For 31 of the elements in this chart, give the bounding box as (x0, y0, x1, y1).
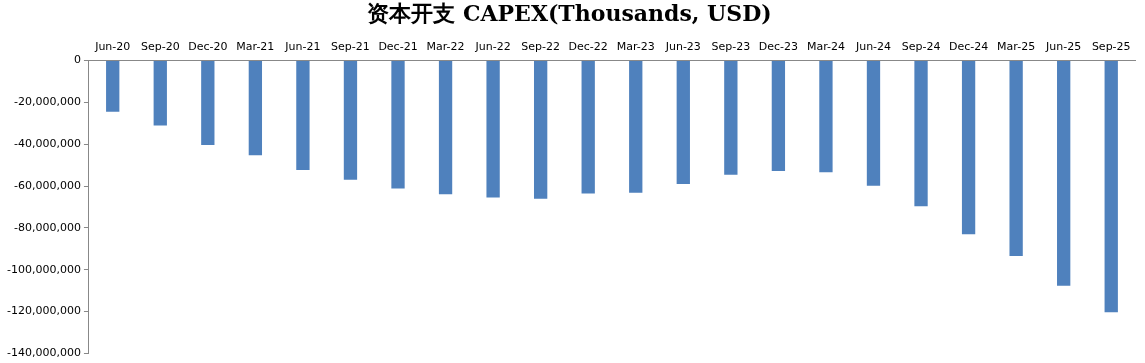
x-tick-label: Sep-25 (1091, 39, 1131, 53)
x-tick-label: Dec-22 (568, 39, 608, 53)
chart-title: 资本开支 CAPEX(Thousands, USD) (367, 0, 772, 26)
x-tick-label: Mar-25 (997, 39, 1036, 53)
x-tick-label: Sep-24 (901, 39, 941, 53)
y-tick-label: -120,000,000 (7, 304, 81, 318)
x-tick-label: Sep-21 (331, 39, 370, 53)
y-tick-label: 0 (73, 53, 81, 67)
x-tick-label: Sep-23 (711, 39, 751, 53)
x-tick-label: Jun-24 (854, 39, 892, 53)
x-tick-label: Jun-25 (1045, 39, 1082, 53)
y-tick-label: -40,000,000 (14, 137, 81, 151)
y-tick-label: -20,000,000 (14, 95, 81, 109)
x-tick-label: Dec-24 (948, 39, 989, 53)
y-tick-label: -140,000,000 (7, 346, 81, 360)
x-tick-label: Mar-21 (236, 39, 275, 53)
y-tick-label: -80,000,000 (14, 220, 81, 234)
x-tick-label: Mar-23 (616, 39, 655, 53)
y-tick-label: -60,000,000 (14, 178, 81, 192)
x-tick-label: Dec-20 (188, 39, 228, 53)
y-tick-label: -100,000,000 (7, 262, 81, 276)
x-tick-label: Dec-23 (758, 39, 799, 53)
x-tick-label: Mar-22 (426, 39, 465, 53)
x-tick-label: Jun-23 (664, 39, 701, 53)
x-tick-label: Jun-21 (284, 39, 321, 53)
x-tick-label: Sep-20 (140, 39, 180, 53)
x-tick-label: Jun-22 (474, 39, 511, 53)
x-tick-label: Sep-22 (521, 39, 560, 53)
x-tick-label: Jun-20 (94, 39, 131, 53)
x-tick-label: Dec-21 (378, 39, 418, 53)
x-tick-label: Mar-24 (806, 39, 845, 53)
